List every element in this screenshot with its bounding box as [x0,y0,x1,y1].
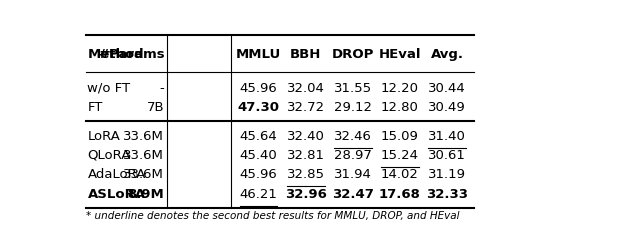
Text: 45.96: 45.96 [240,82,277,95]
Text: 32.04: 32.04 [287,82,324,95]
Text: 7B: 7B [147,101,164,114]
Text: DROP: DROP [332,48,374,61]
Text: QLoRA: QLoRA [88,149,131,162]
Text: 33.6M: 33.6M [124,168,164,181]
Text: 31.19: 31.19 [428,168,466,181]
Text: 33.6M: 33.6M [124,130,164,143]
Text: 32.81: 32.81 [287,149,324,162]
Text: AdaLoRA: AdaLoRA [88,168,146,181]
Text: 32.96: 32.96 [285,188,326,201]
Text: 30.44: 30.44 [428,82,466,95]
Text: MMLU: MMLU [236,48,281,61]
Text: 45.96: 45.96 [240,168,277,181]
Text: Avg.: Avg. [431,48,463,61]
Text: 47.30: 47.30 [237,101,280,114]
Text: 14.02: 14.02 [381,168,419,181]
Text: 17.68: 17.68 [379,188,421,201]
Text: 32.40: 32.40 [287,130,324,143]
Text: 32.85: 32.85 [287,168,324,181]
Text: * underline denotes the second best results for MMLU, DROP, and HEval: * underline denotes the second best resu… [86,211,460,220]
Text: 28.97: 28.97 [334,149,372,162]
Text: Method: Method [88,48,144,61]
Text: 32.72: 32.72 [287,101,324,114]
Text: 12.80: 12.80 [381,101,419,114]
Text: 31.55: 31.55 [333,82,372,95]
Text: 8.9M: 8.9M [127,188,164,201]
Text: 29.12: 29.12 [334,101,372,114]
Text: 15.09: 15.09 [381,130,419,143]
Text: 15.24: 15.24 [381,149,419,162]
Text: ASLoRA: ASLoRA [88,188,145,201]
Text: #Params: #Params [98,48,164,61]
Text: 33.6M: 33.6M [124,149,164,162]
Text: 45.40: 45.40 [240,149,277,162]
Text: HEval: HEval [379,48,421,61]
Text: 45.64: 45.64 [240,130,277,143]
Text: 30.61: 30.61 [428,149,466,162]
Text: -: - [159,82,164,95]
Text: BBH: BBH [290,48,321,61]
Text: 32.47: 32.47 [332,188,374,201]
Text: FT: FT [88,101,103,114]
Text: 12.20: 12.20 [381,82,419,95]
Text: 31.94: 31.94 [334,168,372,181]
Text: w/o FT: w/o FT [88,82,131,95]
Text: 30.49: 30.49 [428,101,466,114]
Text: 32.33: 32.33 [426,188,468,201]
Text: 31.40: 31.40 [428,130,466,143]
Text: 46.21: 46.21 [239,188,278,201]
Text: 32.46: 32.46 [334,130,372,143]
Text: LoRA: LoRA [88,130,120,143]
